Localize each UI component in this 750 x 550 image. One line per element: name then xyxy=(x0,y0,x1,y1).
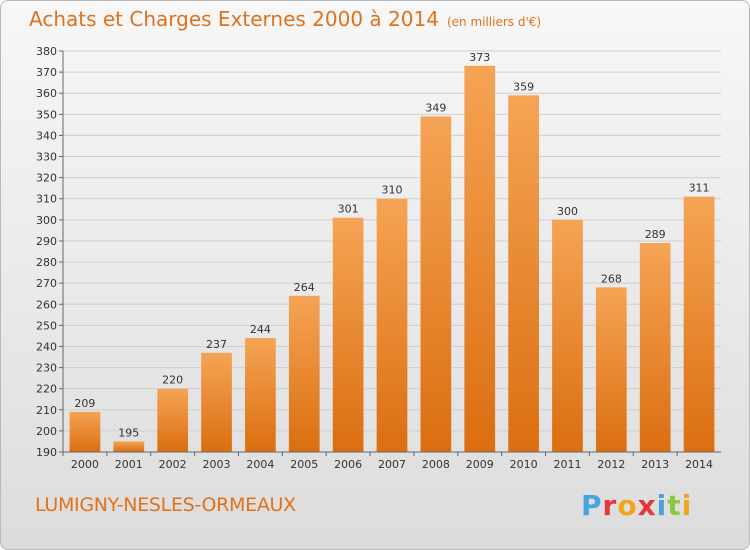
x-tick-label: 2011 xyxy=(553,458,581,471)
bar xyxy=(69,411,101,452)
logo-letter: r xyxy=(602,489,618,522)
bar-value-label: 310 xyxy=(382,184,403,197)
bar xyxy=(201,352,232,452)
bar-value-label: 209 xyxy=(74,397,95,410)
logo-letter: i xyxy=(681,489,693,522)
y-tick-label: 340 xyxy=(36,129,57,142)
bar-value-label: 373 xyxy=(469,51,490,64)
bar-value-label: 237 xyxy=(206,338,227,351)
logo-letter: x xyxy=(637,489,657,522)
y-tick-label: 270 xyxy=(36,277,57,290)
logo-letter: o xyxy=(617,489,638,522)
x-axis: 2000 2001 2002 2003 2004 2005 2006 2007 2008 2009… xyxy=(62,451,721,471)
bar xyxy=(376,198,408,452)
bars xyxy=(69,65,715,453)
commune-name: LUMIGNY-NESLES-ORMEAUX xyxy=(35,494,296,516)
chart-unit-label: (en milliers d'€) xyxy=(446,15,542,29)
y-tick-label: 200 xyxy=(36,425,57,438)
bar xyxy=(332,217,364,452)
x-tick-label: 2007 xyxy=(378,458,406,471)
y-tick-label: 220 xyxy=(36,383,57,396)
y-tick-label: 290 xyxy=(36,235,57,248)
x-tick-label: 2014 xyxy=(685,458,713,471)
x-tick-label: 2013 xyxy=(641,458,669,471)
bar xyxy=(113,441,145,452)
bar-value-label: 264 xyxy=(294,281,315,294)
y-tick-label: 360 xyxy=(36,87,57,100)
y-tick-label: 190 xyxy=(36,446,57,459)
bar-value-label: 349 xyxy=(425,101,446,114)
bar xyxy=(420,116,452,452)
x-tick-label: 2008 xyxy=(422,458,450,471)
bar-value-label: 244 xyxy=(250,323,271,336)
y-tick-label: 280 xyxy=(36,256,57,269)
x-tick-label: 2009 xyxy=(466,458,494,471)
x-tick-label: 2004 xyxy=(246,458,274,471)
y-tick-label: 320 xyxy=(36,172,57,185)
bar xyxy=(552,219,583,452)
x-tick-label: 2005 xyxy=(290,458,318,471)
x-tick-label: 2012 xyxy=(597,458,625,471)
chart-title-text: Achats et Charges Externes 2000 à 2014 xyxy=(29,7,439,31)
bar xyxy=(595,287,627,452)
bar-value-label: 195 xyxy=(118,426,139,439)
y-tick-label: 230 xyxy=(36,362,57,375)
y-tick-label: 210 xyxy=(36,404,57,417)
y-tick-label: 380 xyxy=(36,45,57,58)
chart-title: Achats et Charges Externes 2000 à 2014 (e… xyxy=(29,7,541,31)
bar-value-label: 311 xyxy=(689,182,710,195)
y-tick-label: 240 xyxy=(36,340,57,353)
y-tick-label: 250 xyxy=(36,319,57,332)
y-tick-label: 330 xyxy=(36,151,57,164)
bar-value-label: 220 xyxy=(162,374,183,387)
bar xyxy=(245,338,276,452)
data-labels: 209 195 220 237 244 264 301 310 349 373 359 300 268 2… xyxy=(74,51,709,440)
x-tick-label: 2002 xyxy=(159,458,187,471)
x-tick-label: 2000 xyxy=(71,458,99,471)
bar xyxy=(464,65,496,452)
x-tick-label: 2001 xyxy=(115,458,143,471)
y-tick-label: 350 xyxy=(36,108,57,121)
logo-letter: t xyxy=(667,489,682,522)
bar-value-label: 301 xyxy=(338,203,359,216)
y-tick-label: 310 xyxy=(36,193,57,206)
logo-letter: P xyxy=(581,489,603,522)
bar xyxy=(683,196,715,452)
y-tick-label: 370 xyxy=(36,66,57,79)
x-tick-label: 2003 xyxy=(203,458,231,471)
logo-letter: i xyxy=(656,489,668,522)
bar xyxy=(639,243,671,452)
y-tick-label: 260 xyxy=(36,298,57,311)
bar xyxy=(508,95,539,453)
bar-value-label: 300 xyxy=(557,205,578,218)
bar-value-label: 268 xyxy=(601,272,622,285)
bar xyxy=(157,388,189,452)
y-axis: 190 200 210 220 230 240 250 260 270 280 290 300 310 3… xyxy=(36,45,64,459)
bar-value-label: 359 xyxy=(513,80,534,93)
x-tick-label: 2006 xyxy=(334,458,362,471)
bar xyxy=(288,295,320,452)
x-tick-label: 2010 xyxy=(510,458,538,471)
y-tick-label: 300 xyxy=(36,214,57,227)
bar-value-label: 289 xyxy=(645,228,666,241)
proxiti-logo: Proxiti xyxy=(581,489,692,522)
